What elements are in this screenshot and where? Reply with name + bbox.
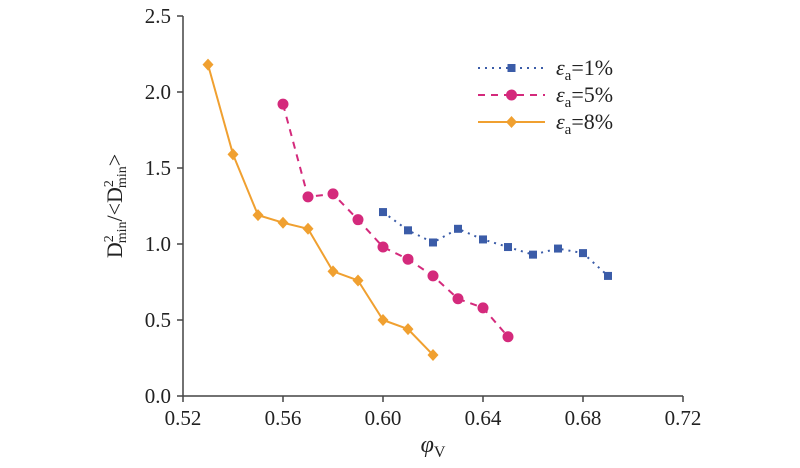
- data-point: [502, 331, 514, 343]
- tick-labels: 0.52 0.56 0.60 0.64 0.68 0.72 0.0 0.5 1.0 1.5 2.0 2…: [145, 4, 702, 430]
- data-point: [202, 58, 214, 71]
- data-point: [302, 222, 314, 235]
- y-tick-label: 1.0: [145, 232, 171, 256]
- data-point: [327, 188, 339, 200]
- data-point: [579, 249, 587, 258]
- data-point: [402, 253, 414, 265]
- data-point: [227, 148, 239, 161]
- data-point: [506, 89, 517, 101]
- x-tick-label: 0.64: [465, 406, 502, 430]
- x-tick-label: 0.60: [365, 406, 402, 430]
- legend: εa=1%εa=5%εa=8%: [478, 55, 613, 138]
- series-3: [202, 58, 439, 361]
- y-tick-label: 2.0: [145, 80, 171, 104]
- data-point: [302, 191, 314, 203]
- data-point: [529, 250, 537, 259]
- data-point: [252, 209, 264, 222]
- x-tick-label: 0.68: [565, 406, 602, 430]
- axes: [177, 15, 684, 402]
- x-tick-label: 0.72: [665, 406, 702, 430]
- data-point: [454, 224, 462, 233]
- data-point: [352, 214, 364, 226]
- y-tick-label: 0.5: [145, 308, 171, 332]
- data-point: [604, 271, 612, 280]
- data-point: [429, 238, 437, 247]
- data-point: [402, 323, 414, 336]
- data-point: [327, 265, 339, 278]
- y-axis-title: D2min/<D2min>: [102, 154, 130, 258]
- data-point: [277, 216, 289, 229]
- legend-label: εa=8%: [556, 109, 613, 138]
- data-point: [377, 241, 389, 253]
- data-point: [404, 226, 412, 235]
- data-point: [352, 274, 364, 287]
- data-point: [479, 235, 487, 244]
- data-point: [427, 348, 439, 361]
- data-point: [379, 208, 387, 217]
- legend-item-2: εa=5%: [478, 82, 613, 111]
- data-point: [377, 314, 389, 326]
- series-layer: [202, 58, 612, 361]
- x-axis-title: φV: [421, 432, 446, 461]
- x-tick-label: 0.52: [165, 406, 202, 430]
- y-tick-label: 1.5: [145, 156, 171, 180]
- series-line: [282, 103, 509, 338]
- y-tick-label: 0.0: [145, 384, 171, 408]
- y-tick-label: 2.5: [145, 4, 171, 28]
- legend-label: εa=1%: [556, 55, 613, 84]
- legend-label: εa=5%: [556, 82, 613, 111]
- data-point: [477, 302, 489, 314]
- data-point: [277, 98, 289, 110]
- data-point: [507, 64, 516, 72]
- data-point: [506, 116, 517, 128]
- legend-item-1: εa=1%: [478, 55, 613, 84]
- data-point: [554, 244, 562, 253]
- series-line: [207, 64, 434, 356]
- series-1: [379, 208, 612, 280]
- legend-item-3: εa=8%: [478, 109, 613, 138]
- data-point: [504, 243, 512, 252]
- data-point: [427, 270, 439, 282]
- data-point: [452, 293, 464, 305]
- x-tick-label: 0.56: [265, 406, 302, 430]
- series-2: [277, 98, 514, 343]
- series-line: [382, 211, 609, 277]
